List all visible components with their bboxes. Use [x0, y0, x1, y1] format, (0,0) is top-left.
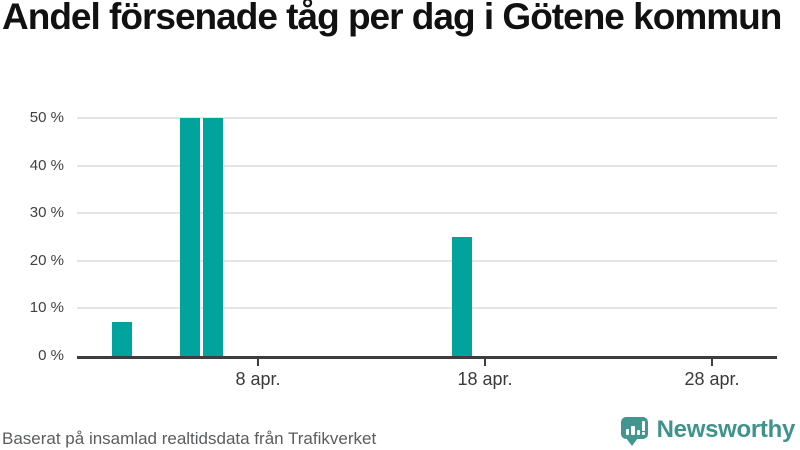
y-tick-label-50: 50 % [29, 109, 64, 126]
x-axis [77, 355, 777, 359]
newsworthy-logo: Newsworthy [620, 415, 796, 449]
y-tick-label-0: 0 % [38, 346, 64, 364]
x-tick-28 [710, 358, 714, 366]
gridline-20 [77, 259, 777, 262]
bar-5-apr [179, 118, 200, 356]
y-tick-label-40: 40 % [29, 156, 64, 174]
gridline-30 [77, 212, 777, 214]
icon-exclamation-dot [642, 432, 646, 435]
bar-17-apr [452, 236, 473, 356]
x-tick-8 [256, 358, 260, 366]
icon-bar-2 [631, 425, 635, 435]
bar-2-apr [111, 322, 132, 356]
gridline-50 [77, 117, 777, 119]
x-tick-label-28: 28 apr. [684, 369, 740, 389]
x-tick-label-8: 8 apr. [235, 369, 281, 389]
newsworthy-bubble-chart-icon [620, 417, 648, 446]
gridline-10 [77, 307, 777, 309]
icon-bar-1 [625, 429, 630, 435]
chart-title: Andel försenade tåg per dag i Götene kom… [2, 0, 782, 37]
icon-bar-3 [636, 430, 641, 435]
gridline-40 [77, 164, 777, 167]
source-note: Baserat på insamlad realtidsdata från Tr… [2, 429, 377, 448]
y-tick-label-30: 30 % [29, 204, 64, 221]
x-tick-18 [483, 358, 487, 366]
x-tick-label-18: 18 apr. [457, 369, 513, 389]
y-tick-label-20: 20 % [29, 251, 64, 269]
icon-bubble-tail [625, 438, 638, 446]
bar-6-apr [202, 118, 223, 356]
y-tick-label-10: 10 % [29, 299, 64, 316]
icon-exclamation-bar [642, 420, 646, 431]
newsworthy-wordmark: Newsworthy [656, 416, 796, 443]
